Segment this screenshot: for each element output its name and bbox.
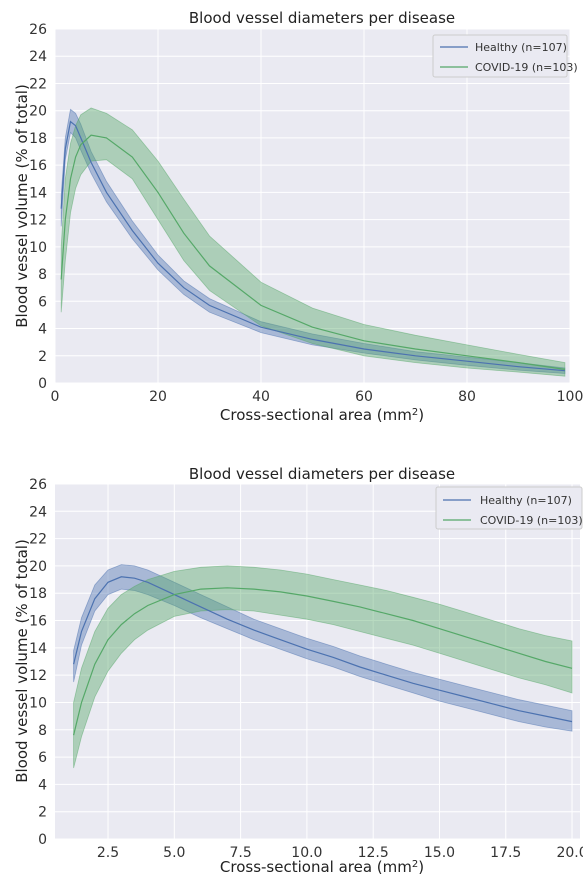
y-tick-label: 4 <box>38 322 47 338</box>
x-tick-label: 10.0 <box>291 845 322 861</box>
y-tick-label: 6 <box>38 750 47 766</box>
x-tick-label: 17.5 <box>490 845 521 861</box>
y-tick-label: 2 <box>38 349 47 365</box>
y-tick-label: 18 <box>29 131 47 147</box>
y-tick-label: 16 <box>29 614 47 630</box>
y-tick-label: 10 <box>29 240 47 256</box>
y-tick-label: 18 <box>29 586 47 602</box>
y-tick-label: 22 <box>29 76 47 92</box>
x-tick-label: 20 <box>149 389 167 405</box>
x-tick-label: 12.5 <box>358 845 389 861</box>
y-tick-label: 4 <box>38 777 47 793</box>
legend-box <box>435 486 583 530</box>
y-tick-label: 8 <box>38 267 47 283</box>
chart-panel-bottom: 0 2 4 6 8 10 12 14 16 18 20 22 24 26 2.5 5.0 7.5 10.0 12.5… <box>0 460 583 876</box>
y-tick-label: 12 <box>29 668 47 684</box>
series-lines <box>60 120 565 372</box>
y-tick-label: 14 <box>29 641 47 657</box>
y-tick-label: 22 <box>29 532 47 548</box>
legend-label-covid: COVID-19 (n=103) <box>480 514 583 527</box>
x-axis-label: Cross-sectional area (mm2) <box>220 858 424 876</box>
chart-panel-top: 0 2 4 6 8 10 12 14 16 18 20 22 24 26 0 20 40 60 80 100 Bloo… <box>0 0 583 430</box>
chart-title: Blood vessel diameters per disease <box>189 9 455 27</box>
x-tick-label: 100 <box>557 389 583 405</box>
x-tick-label: 15.0 <box>424 845 455 861</box>
x-tick-label: 60 <box>355 389 373 405</box>
y-tick-label: 0 <box>38 376 47 392</box>
legend: Healthy (n=107) COVID-19 (n=103) <box>435 486 583 530</box>
y-tick-label: 14 <box>29 185 47 201</box>
legend-label-covid: COVID-19 (n=103) <box>475 61 578 74</box>
x-tick-label: 80 <box>458 389 476 405</box>
series-line-covid <box>60 134 565 370</box>
series-line-covid <box>73 587 573 736</box>
y-tick-label: 20 <box>29 104 47 120</box>
y-axis-label: Blood vessel volume (% of total) <box>13 84 31 328</box>
confidence-band-covid <box>73 565 573 769</box>
x-tick-label: 20.0 <box>556 845 583 861</box>
legend-label-healthy: Healthy (n=107) <box>475 41 567 54</box>
legend-label-healthy: Healthy (n=107) <box>480 494 572 507</box>
y-tick-label: 10 <box>29 695 47 711</box>
y-tick-label: 26 <box>29 477 47 493</box>
x-tick-label: 40 <box>252 389 270 405</box>
x-axis-label-superscript: 2 <box>412 859 418 870</box>
y-tick-label: 0 <box>38 832 47 848</box>
y-tick-label: 24 <box>29 49 47 65</box>
y-tick-label: 12 <box>29 213 47 229</box>
y-tick-label: 2 <box>38 805 47 821</box>
y-tick-label: 16 <box>29 158 47 174</box>
plot-background <box>55 484 580 839</box>
y-tick-label: 26 <box>29 22 47 38</box>
legend: Healthy (n=107) COVID-19 (n=103) <box>432 34 578 78</box>
x-tick-label: 7.5 <box>229 845 251 861</box>
chart-title: Blood vessel diameters per disease <box>189 465 455 483</box>
y-tick-label: 20 <box>29 559 47 575</box>
y-tick-label: 8 <box>38 723 47 739</box>
x-tick-label: 0 <box>51 389 60 405</box>
x-axis-label: Cross-sectional area (mm2) <box>220 406 424 424</box>
plot-background <box>55 29 570 383</box>
series-line-healthy <box>60 120 565 372</box>
x-axis-label-superscript: 2 <box>412 407 418 418</box>
x-tick-label: 5.0 <box>163 845 185 861</box>
series-line-healthy <box>73 576 573 723</box>
x-tick-label: 2.5 <box>97 845 119 861</box>
y-tick-label: 24 <box>29 504 47 520</box>
y-axis-label: Blood vessel volume (% of total) <box>13 539 31 783</box>
series-lines <box>73 576 573 736</box>
y-tick-label: 6 <box>38 294 47 310</box>
